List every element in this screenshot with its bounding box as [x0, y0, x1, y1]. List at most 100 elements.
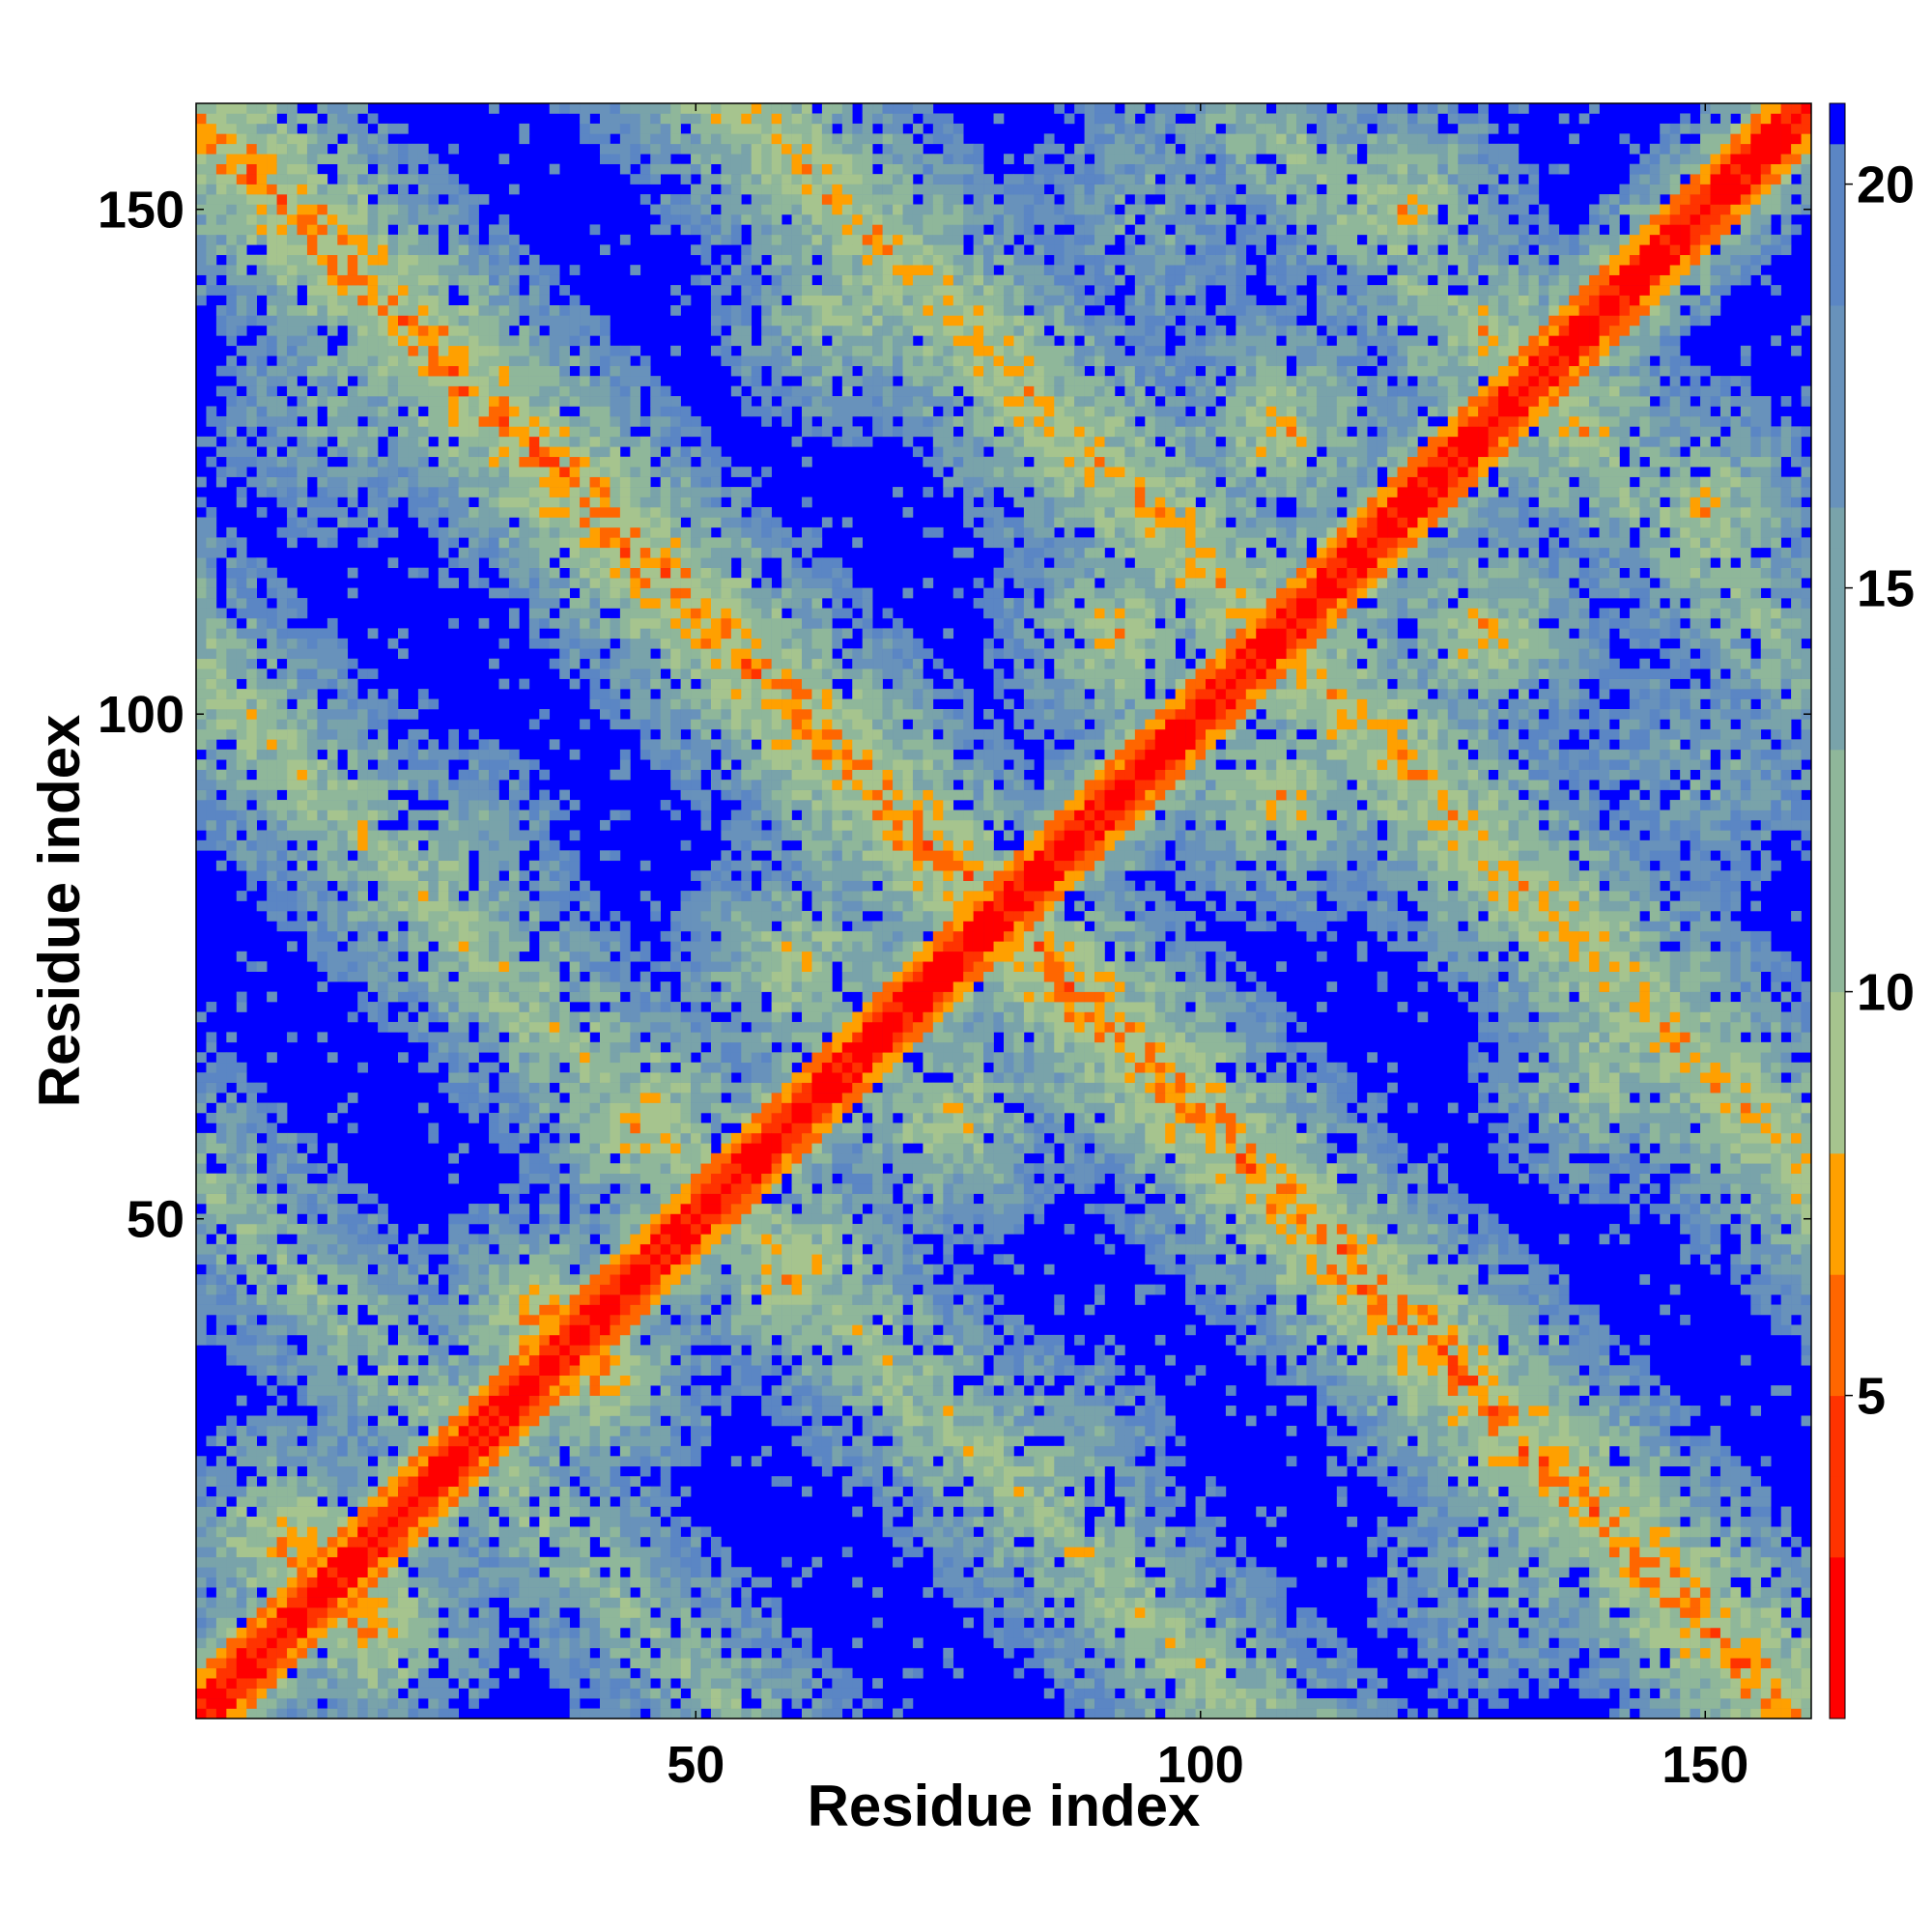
heatmap-cell: [306, 285, 318, 296]
heatmap-cell: [1498, 1517, 1509, 1527]
heatmap-cell: [306, 1254, 318, 1265]
heatmap-cell: [1578, 1526, 1590, 1538]
heatmap-cell: [226, 709, 238, 720]
heatmap-cell: [691, 1698, 701, 1709]
heatmap-cell: [196, 1052, 207, 1064]
heatmap-cell: [297, 698, 308, 710]
heatmap-cell: [287, 1617, 298, 1629]
heatmap-cell: [327, 113, 338, 125]
heatmap-cell: [1336, 1708, 1348, 1719]
heatmap-cell: [267, 345, 277, 356]
heatmap-cell: [1569, 1678, 1579, 1689]
heatmap-cell: [256, 1536, 268, 1548]
heatmap-cell: [1548, 1536, 1560, 1548]
heatmap-cell: [1114, 1667, 1125, 1679]
heatmap-cell: [1165, 1476, 1176, 1487]
heatmap-cell: [408, 1637, 419, 1649]
heatmap-cell: [952, 1526, 964, 1538]
heatmap-cell: [882, 1517, 894, 1527]
heatmap-cell: [226, 830, 238, 841]
heatmap-cell: [710, 1617, 722, 1629]
heatmap-cell: [610, 1698, 621, 1709]
heatmap-cell: [1548, 1587, 1560, 1598]
heatmap-cell: [721, 1678, 732, 1689]
heatmap-cell: [1771, 1647, 1781, 1659]
heatmap-cell: [1730, 1658, 1742, 1669]
heatmap-cell: [287, 1637, 298, 1649]
heatmap-cell: [1215, 1658, 1227, 1669]
heatmap-cell: [428, 355, 440, 366]
heatmap-cell: [206, 1547, 217, 1558]
heatmap-cell: [1336, 1658, 1348, 1669]
heatmap-cell: [1649, 1597, 1661, 1608]
heatmap-cell: [1145, 1617, 1156, 1629]
heatmap-cell: [256, 1243, 268, 1255]
heatmap-cell: [1407, 1607, 1418, 1618]
heatmap-cell: [630, 1547, 641, 1558]
heatmap-cell: [1013, 1667, 1025, 1679]
heatmap-cell: [1589, 1637, 1600, 1649]
heatmap-cell: [1548, 1617, 1560, 1629]
heatmap-cell: [236, 154, 247, 164]
heatmap-cell: [408, 981, 419, 992]
heatmap-cell: [508, 1577, 520, 1588]
heatmap-cell: [398, 749, 409, 760]
heatmap-cell: [1104, 1667, 1116, 1679]
heatmap-cell: [367, 850, 379, 862]
heatmap-cell: [1569, 1526, 1579, 1538]
heatmap-cell: [408, 285, 419, 296]
heatmap-cell: [1094, 1698, 1105, 1709]
heatmap-cell: [276, 780, 288, 790]
heatmap-cell: [398, 870, 409, 881]
heatmap-cell: [236, 1647, 247, 1659]
heatmap-cell: [1447, 1617, 1459, 1629]
heatmap-cell: [478, 1637, 490, 1649]
heatmap-cell: [206, 689, 217, 699]
heatmap-cell: [963, 1496, 974, 1507]
heatmap-cell: [1680, 1658, 1690, 1669]
heatmap-cell: [1690, 1667, 1701, 1679]
heatmap-cell: [357, 891, 368, 901]
heatmap-cell: [226, 163, 238, 175]
heatmap-cell: [1013, 1517, 1025, 1527]
heatmap-cell: [357, 1435, 368, 1447]
heatmap-cell: [428, 305, 440, 316]
heatmap-cell: [1417, 1667, 1429, 1679]
heatmap-cell: [267, 1102, 277, 1114]
heatmap-cell: [317, 254, 328, 266]
heatmap-cell: [256, 184, 268, 195]
heatmap-cell: [196, 265, 207, 275]
heatmap-cell: [428, 739, 440, 751]
heatmap-cell: [519, 1476, 530, 1487]
heatmap-cell: [1407, 1708, 1418, 1719]
heatmap-cell: [317, 1375, 328, 1386]
heatmap-cell: [1548, 1597, 1560, 1608]
heatmap-cell: [1750, 1627, 1762, 1638]
heatmap-cell: [1195, 1577, 1207, 1588]
heatmap-cell: [1377, 1476, 1388, 1487]
heatmap-cell: [297, 800, 308, 810]
heatmap-cell: [1367, 1617, 1378, 1629]
heatmap-cell: [327, 1375, 338, 1386]
heatmap-cell: [215, 769, 227, 781]
heatmap-cell: [256, 174, 268, 185]
heatmap-cell: [387, 1234, 399, 1245]
heatmap-cell: [539, 1496, 551, 1507]
heatmap-cell: [1256, 1617, 1266, 1629]
heatmap-cell: [206, 1647, 217, 1659]
heatmap-cell: [306, 1678, 318, 1689]
heatmap-cell: [1276, 1647, 1287, 1659]
heatmap-cell: [1094, 1517, 1105, 1527]
heatmap-cell: [691, 1627, 701, 1638]
heatmap-cell: [246, 1122, 257, 1134]
heatmap-cell: [1427, 1506, 1438, 1518]
heatmap-cell: [559, 1637, 570, 1649]
heatmap-cell: [1700, 1536, 1711, 1548]
heatmap-cell: [317, 213, 328, 225]
heatmap-cell: [983, 1567, 994, 1577]
heatmap-cell: [448, 1476, 459, 1487]
heatmap-cell: [306, 406, 318, 417]
heatmap-cell: [206, 1476, 217, 1487]
heatmap-cell: [287, 133, 298, 145]
heatmap-cell: [367, 1647, 379, 1659]
